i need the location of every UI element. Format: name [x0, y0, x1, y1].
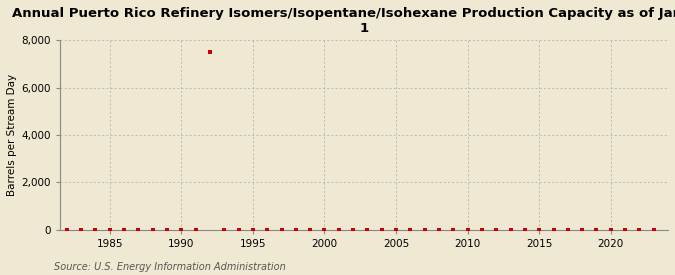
Point: [419, 228, 430, 232]
Point: [105, 228, 115, 232]
Point: [305, 228, 316, 232]
Point: [319, 228, 330, 232]
Point: [205, 50, 215, 54]
Point: [649, 228, 659, 232]
Point: [133, 228, 144, 232]
Point: [90, 228, 101, 232]
Point: [491, 228, 502, 232]
Point: [534, 228, 545, 232]
Point: [620, 228, 630, 232]
Point: [520, 228, 531, 232]
Point: [262, 228, 273, 232]
Y-axis label: Barrels per Stream Day: Barrels per Stream Day: [7, 74, 17, 196]
Point: [605, 228, 616, 232]
Point: [76, 228, 86, 232]
Point: [505, 228, 516, 232]
Point: [548, 228, 559, 232]
Point: [190, 228, 201, 232]
Point: [562, 228, 573, 232]
Point: [119, 228, 130, 232]
Point: [377, 228, 387, 232]
Point: [147, 228, 158, 232]
Point: [576, 228, 587, 232]
Point: [290, 228, 301, 232]
Point: [348, 228, 358, 232]
Title: Annual Puerto Rico Refinery Isomers/Isopentane/Isohexane Production Capacity as : Annual Puerto Rico Refinery Isomers/Isop…: [12, 7, 675, 35]
Point: [161, 228, 172, 232]
Point: [591, 228, 602, 232]
Point: [433, 228, 444, 232]
Point: [248, 228, 259, 232]
Point: [176, 228, 187, 232]
Point: [391, 228, 402, 232]
Point: [333, 228, 344, 232]
Point: [448, 228, 459, 232]
Point: [477, 228, 487, 232]
Point: [362, 228, 373, 232]
Point: [405, 228, 416, 232]
Point: [233, 228, 244, 232]
Point: [276, 228, 287, 232]
Point: [462, 228, 473, 232]
Point: [61, 228, 72, 232]
Text: Source: U.S. Energy Information Administration: Source: U.S. Energy Information Administ…: [54, 262, 286, 272]
Point: [634, 228, 645, 232]
Point: [219, 228, 230, 232]
